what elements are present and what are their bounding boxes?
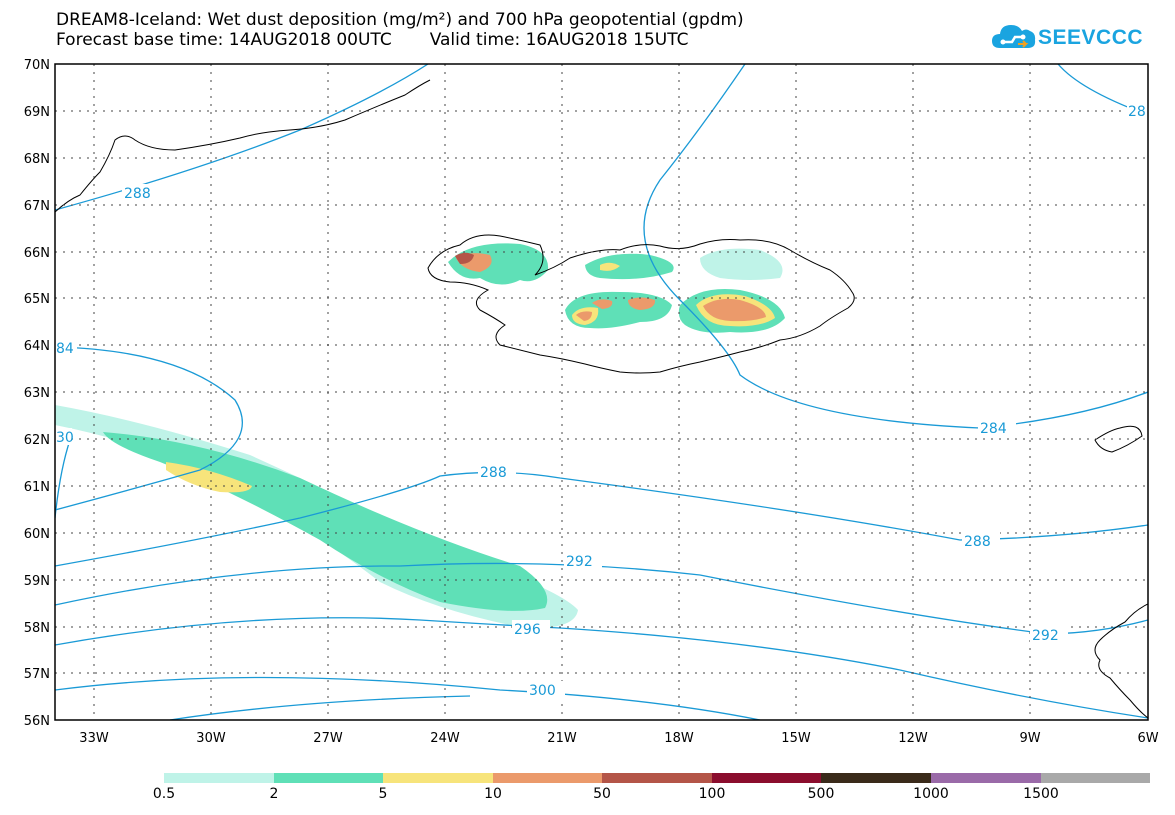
legend-swatch: [821, 773, 931, 783]
contour-label-300: 300: [529, 683, 556, 699]
contour-label-84: 84: [56, 341, 74, 357]
lat-label: 64N: [24, 339, 50, 354]
legend-swatch: [492, 773, 603, 783]
contour-label-284: 284: [980, 421, 1007, 437]
deposition-iceland-west-peak: [455, 252, 474, 264]
forecast-times: Forecast base time: 14AUG2018 00UTC Valid…: [56, 31, 688, 50]
lat-label: 65N: [24, 292, 50, 307]
contour-290-west: [55, 439, 71, 519]
lat-label: 68N: [24, 152, 50, 167]
contour-label-28: 28: [1128, 104, 1146, 120]
lon-label: 6W: [1137, 731, 1158, 746]
legend-label: 10: [484, 786, 502, 802]
legend-label: 100: [698, 786, 726, 802]
contour-304: [169, 695, 471, 720]
lon-label: 24W: [430, 731, 460, 746]
map-canvas: 288 288 284 288 292 296 292 300 28 84 30…: [24, 58, 1159, 746]
lat-label: 70N: [24, 58, 50, 73]
legend-swatch: [273, 773, 384, 783]
deposition-level-5: [166, 462, 252, 493]
lat-label: 58N: [24, 621, 50, 636]
contour-label-288-c: 288: [964, 534, 991, 550]
lat-label: 62N: [24, 433, 50, 448]
map-background: [55, 64, 1148, 720]
faroe-islands: [1094, 425, 1143, 453]
legend-swatch: [1040, 773, 1151, 783]
deposition-iceland-central-peak: [576, 311, 592, 321]
legend-labels: 0.5 2 5 10 50 100 500 1000 1500: [0, 786, 1175, 804]
contour-label-292-a: 292: [566, 554, 593, 570]
lon-label: 33W: [79, 731, 109, 746]
legend-label: 1000: [913, 786, 949, 802]
valid-time: Valid time: 16AUG2018 15UTC: [429, 30, 689, 50]
lon-label: 9W: [1019, 731, 1040, 746]
iceland-coast: [427, 234, 855, 374]
contour-label-292-b: 292: [1032, 628, 1059, 644]
lon-label: 12W: [898, 731, 928, 746]
logo-text: SEEVCCC: [1038, 26, 1144, 49]
lon-label: 30W: [196, 731, 226, 746]
graticule: [55, 64, 1148, 720]
lat-label: 61N: [24, 480, 50, 495]
contour-296: [55, 617, 1148, 719]
legend-swatch: [602, 773, 712, 783]
contour-label-30: 30: [56, 430, 74, 446]
lat-label: 60N: [24, 527, 50, 542]
dust-deposition-field: [55, 243, 785, 629]
legend-label: 500: [807, 786, 835, 802]
legend-swatch: [164, 773, 274, 783]
contour-284-west-loop: [55, 346, 243, 511]
legend-label: 2: [269, 786, 279, 802]
legend-swatch: [383, 773, 493, 783]
contour-300: [55, 676, 761, 720]
legend-label: 5: [378, 786, 388, 802]
longitude-labels: 33W 30W 27W 24W 21W 18W 15W 12W 9W 6W: [79, 731, 1158, 746]
lon-label: 18W: [664, 731, 694, 746]
base-time: Forecast base time: 14AUG2018 00UTC: [56, 30, 392, 50]
legend-label: 50: [593, 786, 611, 802]
lat-label: 59N: [24, 574, 50, 589]
deposition-iceland-north-core: [600, 262, 620, 271]
lat-label: 63N: [24, 386, 50, 401]
legend-swatch: [930, 773, 1041, 783]
deposition-iceland-vatnajokull-high: [703, 298, 766, 322]
deposition-iceland-east: [700, 248, 783, 280]
legend-label: 1500: [1023, 786, 1059, 802]
legend-label: 0.5: [152, 786, 176, 802]
latitude-labels: 70N 69N 68N 67N 66N 65N 64N 63N 62N 61N …: [24, 58, 50, 729]
lat-label: 67N: [24, 199, 50, 214]
seevccc-logo: SEEVCCC: [990, 18, 1160, 58]
lat-label: 57N: [24, 667, 50, 682]
lat-label: 66N: [24, 246, 50, 261]
lat-label: 56N: [24, 714, 50, 729]
cloud-logo-icon: [992, 25, 1036, 48]
contour-label-group: 288 288 284 288 292 296 292 300 28 84 30: [55, 102, 1148, 699]
contour-label-288-b: 288: [480, 465, 507, 481]
map-frame: [54, 63, 1149, 721]
scotland-coast: [1094, 603, 1148, 719]
contour-label-296: 296: [514, 622, 541, 638]
lat-label: 69N: [24, 105, 50, 120]
lon-label: 27W: [313, 731, 343, 746]
lon-label: 21W: [547, 731, 577, 746]
lon-label: 15W: [781, 731, 811, 746]
contour-label-288-a: 288: [124, 186, 151, 202]
map-title: DREAM8-Iceland: Wet dust deposition (mg/…: [56, 10, 744, 30]
deposition-iceland-central-east: [592, 297, 656, 310]
legend-swatch: [711, 773, 822, 783]
color-legend: [164, 773, 1151, 783]
